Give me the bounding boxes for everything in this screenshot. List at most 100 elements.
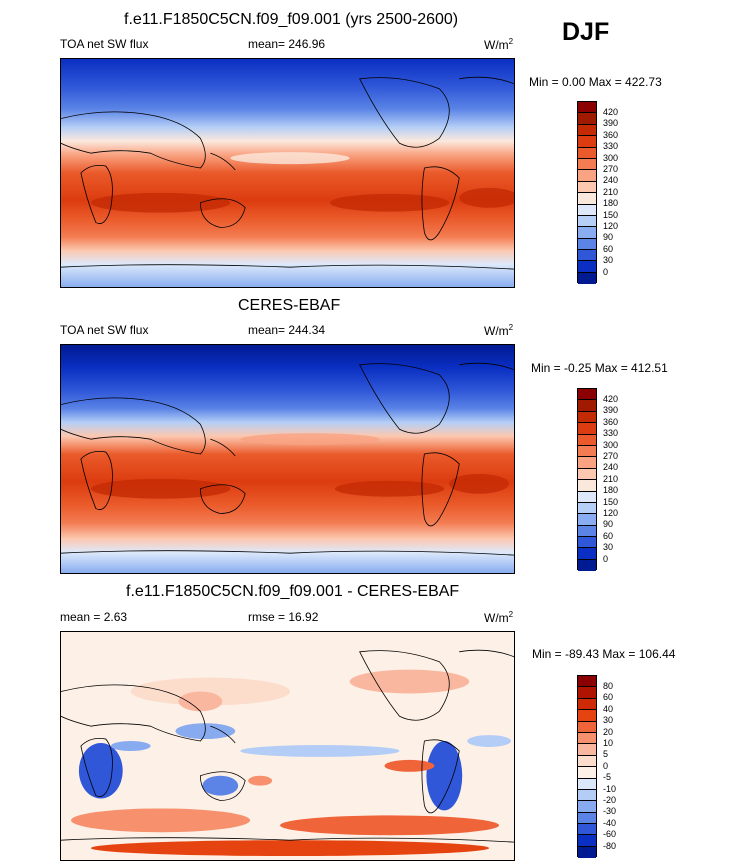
panel-1-colorbar [577, 101, 597, 285]
panel-1-mean: mean= 246.96 [248, 37, 326, 51]
colorbar-tick-label: 210 [603, 187, 619, 197]
colorbar-tick-label: 420 [603, 107, 619, 117]
panel-2-colorbar-swatch [578, 457, 596, 469]
panel-3-title: f.e11.F1850C5CN.f09_f09.001 - CERES-EBAF [126, 583, 460, 600]
colorbar-tick-label: 360 [603, 417, 619, 427]
colorbar-tick-label: 240 [603, 462, 619, 472]
colorbar-tick-label: 90 [603, 519, 614, 529]
colorbar-tick-label: 330 [603, 141, 619, 151]
panel-3-rmse: rmse = 16.92 [248, 610, 319, 624]
panel-1-colorbar-swatch [578, 170, 596, 182]
panel-1-colorbar-swatch [578, 193, 596, 205]
panel-2-colorbar-swatch [578, 400, 596, 412]
colorbar-tick-label: -30 [603, 806, 617, 816]
panel-2-colorbar-swatch [578, 468, 596, 481]
panel-2-variable-label: TOA net SW flux [60, 323, 149, 337]
colorbar-tick-label: 60 [603, 531, 614, 541]
colorbar-tick-label: 0 [603, 554, 609, 564]
colorbar-tick-label: -10 [603, 784, 617, 794]
panel-2-title: CERES-EBAF [238, 297, 341, 314]
panel-2-colorbar-swatch [578, 423, 596, 435]
panel-3-mean: mean = 2.63 [60, 610, 128, 624]
panel-1-colorbar-swatch [578, 181, 596, 194]
panel-3-map [60, 631, 515, 861]
colorbar-tick-label: -80 [603, 841, 617, 851]
colorbar-tick-label: 150 [603, 210, 619, 220]
panel-3-colorbar-swatch [578, 824, 596, 836]
panel-3-colorbar-swatch [578, 801, 596, 813]
panel-2-colorbar-swatch [578, 525, 596, 538]
panel-2-colorbar-swatch [578, 548, 596, 560]
panel-3-colorbar-swatch [578, 710, 596, 722]
colorbar-tick-label: 10 [603, 738, 614, 748]
colorbar-tick-label: -20 [603, 795, 617, 805]
panel-1-variable-label: TOA net SW flux [60, 37, 149, 51]
colorbar-tick-label: 270 [603, 451, 619, 461]
panel-2-colorbar-swatch [578, 559, 596, 572]
panel-3-colorbar-swatch [578, 732, 596, 745]
panel-2-colorbar-swatch [578, 434, 596, 446]
colorbar-tick-label: 60 [603, 244, 614, 254]
panel-1-map [60, 58, 515, 288]
panel-1-colorbar-swatch [578, 147, 596, 159]
colorbar-tick-label: 150 [603, 497, 619, 507]
panel-2-mean: mean= 244.34 [248, 323, 326, 337]
colorbar-tick-label: 0 [603, 267, 609, 277]
panel-1-colorbar-swatch [578, 215, 596, 228]
colorbar-tick-label: 390 [603, 405, 619, 415]
colorbar-tick-label: 30 [603, 542, 614, 552]
panel-2-colorbar-swatch [578, 537, 596, 549]
colorbar-tick-label: 180 [603, 485, 619, 495]
panel-3-colorbar-swatch [578, 835, 596, 847]
colorbar-tick-label: 180 [603, 198, 619, 208]
panel-1-colorbar-swatch [578, 113, 596, 125]
panel-2-colorbar-swatch [578, 411, 596, 424]
panel-2-colorbar-swatch [578, 502, 596, 515]
panel-1-colorbar-swatch [578, 158, 596, 171]
colorbar-tick-label: 120 [603, 221, 619, 231]
colorbar-tick-label: 300 [603, 440, 619, 450]
colorbar-tick-label: 20 [603, 727, 614, 737]
panel-1-colorbar-swatch [578, 227, 596, 239]
panel-1-colorbar-swatch [578, 272, 596, 285]
panel-2-colorbar-swatch [578, 491, 596, 503]
panel-1-colorbar-swatch [578, 136, 596, 148]
panel-3-colorbar-swatch [578, 721, 596, 733]
panel-3-colorbar-swatch [578, 755, 596, 768]
panel-1-title: f.e11.F1850C5CN.f09_f09.001 (yrs 2500-26… [124, 11, 459, 28]
colorbar-tick-label: -5 [603, 772, 612, 782]
colorbar-tick-label: 210 [603, 474, 619, 484]
colorbar-tick-label: 390 [603, 118, 619, 128]
panel-2-units: W/m2 [484, 323, 514, 338]
panel-3-units: W/m2 [484, 610, 514, 625]
panel-3-minmax: Min = -89.43 Max = 106.44 [532, 647, 676, 661]
colorbar-tick-label: 40 [603, 704, 614, 714]
panel-2-minmax: Min = -0.25 Max = 412.51 [531, 361, 668, 375]
panel-1-colorbar-swatch [578, 250, 596, 262]
panel-2-map [60, 344, 515, 574]
panel-3-colorbar-swatch [578, 812, 596, 825]
colorbar-tick-label: 5 [603, 749, 609, 759]
panel-3-colorbar-swatch [578, 778, 596, 790]
panel-3-colorbar [577, 675, 597, 859]
colorbar-tick-label: 30 [603, 715, 614, 725]
panel-3-colorbar-swatch [578, 789, 596, 802]
panel-3-colorbar-swatch [578, 846, 596, 859]
colorbar-tick-label: 270 [603, 164, 619, 174]
panel-1-units: W/m2 [484, 37, 514, 52]
panel-2-colorbar-swatch [578, 389, 596, 401]
colorbar-tick-label: 300 [603, 153, 619, 163]
panel-1-colorbar-swatch [578, 124, 596, 137]
panel-2-colorbar-swatch [578, 480, 596, 492]
colorbar-tick-label: -60 [603, 829, 617, 839]
panel-2-colorbar-swatch [578, 514, 596, 526]
panel-3-colorbar-swatch [578, 698, 596, 711]
season-label: DJF [562, 18, 610, 46]
panel-1-colorbar-swatch [578, 102, 596, 114]
colorbar-tick-label: 330 [603, 428, 619, 438]
panel-3-colorbar-swatch [578, 744, 596, 756]
colorbar-tick-label: 120 [603, 508, 619, 518]
colorbar-tick-label: 240 [603, 175, 619, 185]
panel-2-colorbar [577, 388, 597, 572]
panel-3-colorbar-swatch [578, 676, 596, 688]
